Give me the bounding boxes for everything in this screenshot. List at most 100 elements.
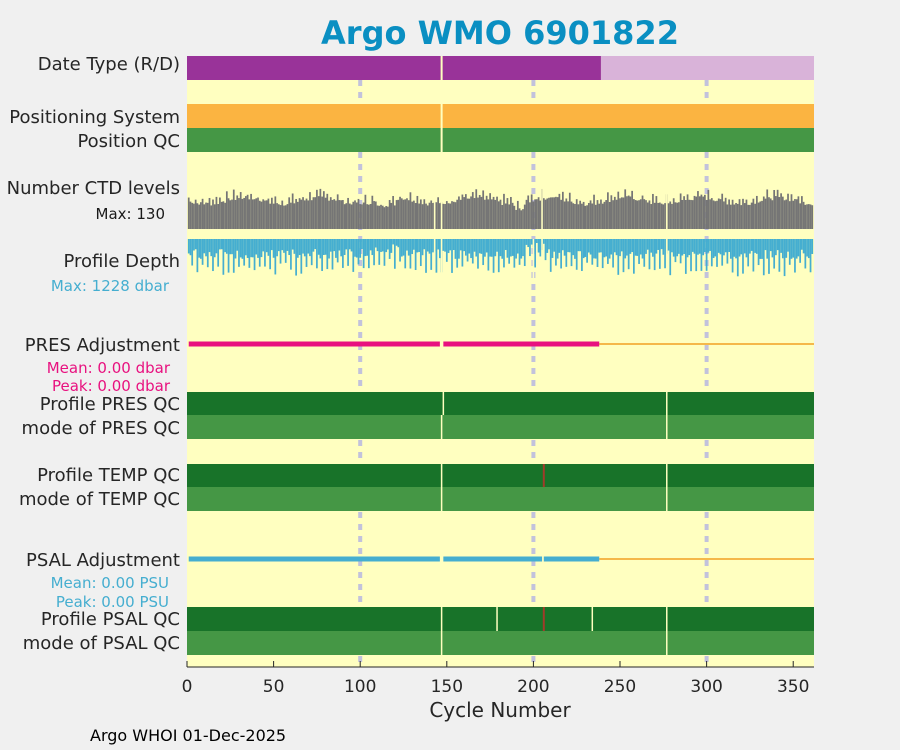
ctd-level-bar-167 bbox=[475, 189, 478, 229]
profile-depth-bar-13 bbox=[208, 239, 211, 253]
ctd-level-bar-156 bbox=[456, 199, 459, 229]
depth-max-label: Max: 1228 dbar bbox=[51, 277, 170, 295]
x-axis-label: Cycle Number bbox=[429, 698, 571, 722]
profile-depth-bar-152 bbox=[449, 239, 452, 251]
profile-depth-bar-37 bbox=[250, 239, 252, 258]
profile-depth-bar-60 bbox=[290, 239, 292, 270]
profile-depth-bar-328 bbox=[754, 239, 756, 253]
ctd-level-bar-199 bbox=[530, 194, 533, 229]
profile-depth-bar-273 bbox=[658, 239, 661, 269]
ctd-level-bar-194 bbox=[522, 209, 524, 229]
profile-depth-bar-361 bbox=[811, 239, 814, 254]
profile-depth-bar-211 bbox=[551, 239, 554, 258]
profile-depth-bar-173 bbox=[485, 239, 488, 253]
profile-depth-bar-271 bbox=[655, 239, 658, 254]
profile-depth-bar-360 bbox=[809, 239, 812, 273]
ctd-level-bar-17 bbox=[215, 196, 218, 229]
ctd-level-bar-282 bbox=[674, 202, 677, 229]
profile-depth-bar-26 bbox=[231, 239, 233, 255]
ctd-level-bar-326 bbox=[750, 202, 753, 229]
ctd-level-bar-67 bbox=[302, 197, 304, 229]
profile-depth-bar-68 bbox=[303, 239, 306, 257]
profile-depth-bar-182 bbox=[501, 239, 504, 259]
ctd-level-bar-181 bbox=[499, 199, 502, 229]
profile-depth-bar-95 bbox=[350, 239, 353, 252]
profile-depth-bar-306 bbox=[716, 239, 718, 267]
profile-depth-bar-75 bbox=[316, 239, 318, 269]
profile-depth-bar-347 bbox=[787, 239, 789, 252]
profile-depth-bar-318 bbox=[736, 239, 739, 277]
ctd-level-bar-271 bbox=[655, 196, 658, 229]
ctd-level-bar-288 bbox=[684, 199, 687, 229]
ctd-level-bar-313 bbox=[728, 199, 730, 229]
ctd-level-bar-222 bbox=[570, 201, 573, 229]
ctd-level-bar-46 bbox=[265, 200, 268, 229]
profile-depth-bar-311 bbox=[724, 239, 727, 253]
profile-depth-bar-262 bbox=[639, 239, 642, 255]
ctd-level-bar-251 bbox=[620, 197, 623, 229]
profile-depth-bar-45 bbox=[264, 239, 266, 267]
ctd-level-bar-9 bbox=[201, 198, 204, 229]
profile-depth-bar-357 bbox=[804, 239, 807, 269]
ctd-level-bar-151 bbox=[447, 203, 450, 229]
ctd-level-bar-159 bbox=[461, 194, 464, 229]
ctd-level-bar-354 bbox=[799, 203, 802, 229]
ctd-level-bar-170 bbox=[480, 196, 483, 229]
ctd-level-bar-80 bbox=[324, 197, 327, 229]
ctd-level-bar-358 bbox=[806, 204, 808, 229]
depth-gap-205 bbox=[541, 239, 543, 281]
ctd-level-bar-113 bbox=[381, 205, 384, 229]
profile-depth-bar-27 bbox=[232, 239, 235, 273]
ctd-level-bar-119 bbox=[392, 195, 394, 229]
ctd-level-bar-211 bbox=[551, 197, 554, 229]
ctd-level-bar-309 bbox=[721, 193, 724, 229]
profile-temp-qc-bad-206 bbox=[542, 464, 545, 487]
profile-depth-bar-63 bbox=[295, 239, 297, 276]
date-type-delayed-bar bbox=[600, 56, 814, 80]
profile-depth-bar-22 bbox=[224, 239, 226, 253]
ctd-level-bar-348 bbox=[788, 201, 791, 229]
profile-depth-bar-51 bbox=[274, 239, 277, 275]
ctd-level-bar-229 bbox=[582, 201, 585, 229]
profile-depth-bar-139 bbox=[426, 239, 429, 252]
profile-depth-bar-4 bbox=[193, 239, 195, 251]
ctd-level-bar-283 bbox=[676, 202, 679, 229]
profile-depth-bar-222 bbox=[570, 239, 573, 267]
profile-depth-bar-256 bbox=[629, 239, 632, 254]
profile-depth-bar-290 bbox=[688, 239, 691, 256]
profile-depth-bar-92 bbox=[345, 239, 348, 250]
profile-depth-bar-275 bbox=[662, 239, 665, 255]
ctd-level-bar-246 bbox=[612, 200, 614, 229]
ctd-level-bar-171 bbox=[482, 190, 485, 229]
profile-depth-bar-185 bbox=[506, 239, 509, 258]
ctd-level-bar-303 bbox=[710, 198, 713, 229]
ctd-level-bar-324 bbox=[747, 204, 750, 229]
ctd-level-bar-197 bbox=[527, 195, 530, 229]
profile-depth-bar-301 bbox=[707, 239, 710, 253]
ctd-level-bar-234 bbox=[591, 203, 594, 229]
ctd-level-bar-340 bbox=[775, 196, 777, 229]
ctd-level-bar-230 bbox=[584, 205, 587, 229]
ctd-level-bar-342 bbox=[778, 197, 781, 229]
ctd-level-bar-227 bbox=[579, 200, 582, 229]
ctd-level-bar-345 bbox=[783, 200, 786, 229]
ctd-level-bar-109 bbox=[374, 201, 377, 229]
profile-depth-bar-135 bbox=[419, 239, 422, 267]
profile-depth-bar-41 bbox=[257, 239, 259, 258]
label-mode-temp-qc: mode of TEMP QC bbox=[19, 489, 180, 510]
mode-psal-qc-bar bbox=[187, 631, 814, 655]
profile-depth-bar-24 bbox=[227, 239, 230, 273]
profile-depth-bar-81 bbox=[326, 239, 329, 270]
ctd-level-bar-65 bbox=[298, 198, 301, 229]
ctd-level-bar-139 bbox=[426, 205, 429, 229]
ctd-gap-277 bbox=[666, 182, 668, 229]
label-profile-psal-qc: Profile PSAL QC bbox=[41, 609, 180, 630]
profile-depth-bar-250 bbox=[619, 239, 621, 257]
label-number-ctd-levels: Number CTD levels bbox=[7, 178, 180, 199]
ctd-level-bar-330 bbox=[757, 202, 760, 229]
psal-peak-label: Peak: 0.00 PSU bbox=[56, 593, 169, 611]
ctd-level-bar-101 bbox=[361, 204, 363, 229]
profile-depth-bar-94 bbox=[348, 239, 351, 250]
profile-depth-bar-192 bbox=[518, 239, 521, 265]
ctd-level-bar-77 bbox=[319, 188, 322, 229]
